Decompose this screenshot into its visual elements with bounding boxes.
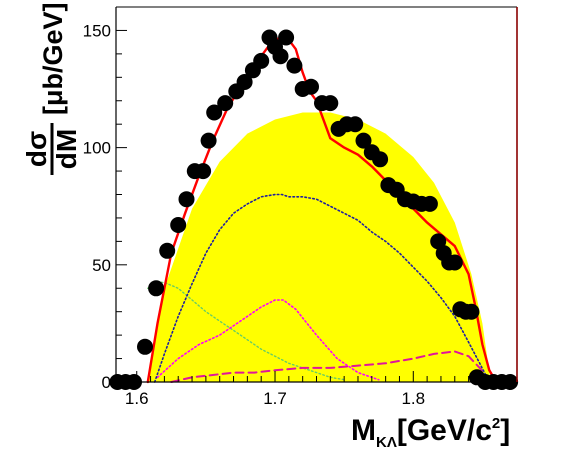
- total-fit-curve: [146, 36, 498, 384]
- x-axis-title-subscript: KΛ: [376, 434, 397, 451]
- data-point: [236, 74, 253, 90]
- tick-layer: 0 50 100 150 1.6 1.7 1.8: [83, 21, 511, 408]
- data-point: [278, 29, 295, 46]
- blue-dotted-curve: [153, 193, 491, 383]
- data-point: [148, 280, 165, 297]
- data-point: [322, 95, 339, 112]
- x-tick-label: 1.8: [401, 389, 425, 408]
- x-axis-title-unit: [GeV/c: [397, 414, 492, 447]
- data-point: [286, 57, 303, 74]
- data-point: [253, 52, 270, 69]
- fill-layer: [116, 7, 517, 382]
- data-point: [372, 151, 389, 168]
- y-tick-label: 50: [92, 256, 111, 275]
- data-point: [170, 217, 187, 233]
- data-point: [178, 191, 195, 208]
- y-axis-title-numerator: dσ: [21, 131, 52, 167]
- curve-layer: [146, 36, 498, 384]
- green-dotted-curve: [147, 280, 345, 381]
- x-axis-title-unit-superscript: 2: [492, 415, 500, 432]
- data-point: [159, 242, 176, 259]
- data-point: [463, 303, 480, 320]
- data-point: [446, 254, 463, 271]
- magenta-dashed-curve: [170, 350, 491, 383]
- data-point: [303, 78, 319, 95]
- data-point: [421, 195, 438, 212]
- y-tick-label: 100: [83, 139, 111, 158]
- data-point: [272, 48, 289, 65]
- phase-space-fill: [147, 112, 491, 382]
- data-point: [200, 132, 217, 149]
- y-axis-title-unit: [μb/GeV]: [38, 2, 68, 115]
- y-axis-title-denominator: dM: [51, 129, 82, 169]
- data-point: [347, 116, 364, 133]
- x-axis-title-main: M: [351, 414, 376, 447]
- marker-layer: [109, 29, 519, 390]
- x-axis-title-unit-close: ]: [500, 414, 510, 447]
- data-point: [355, 132, 372, 149]
- x-tick-label: 1.7: [263, 389, 287, 408]
- magenta-dotted-curve: [156, 299, 380, 381]
- y-axis-title: dσ dM [μb/GeV]: [21, 2, 82, 175]
- data-point: [217, 95, 234, 112]
- data-point: [195, 163, 212, 180]
- y-tick-label: 0: [102, 373, 111, 392]
- data-point: [137, 338, 153, 355]
- y-tick-label: 150: [83, 21, 111, 40]
- x-tick-label: 1.6: [125, 389, 149, 408]
- svg-text:MKΛ[GeV/c2]: MKΛ[GeV/c2]: [351, 414, 510, 451]
- x-axis-title: MKΛ[GeV/c2]: [351, 414, 510, 451]
- data-point: [206, 104, 223, 121]
